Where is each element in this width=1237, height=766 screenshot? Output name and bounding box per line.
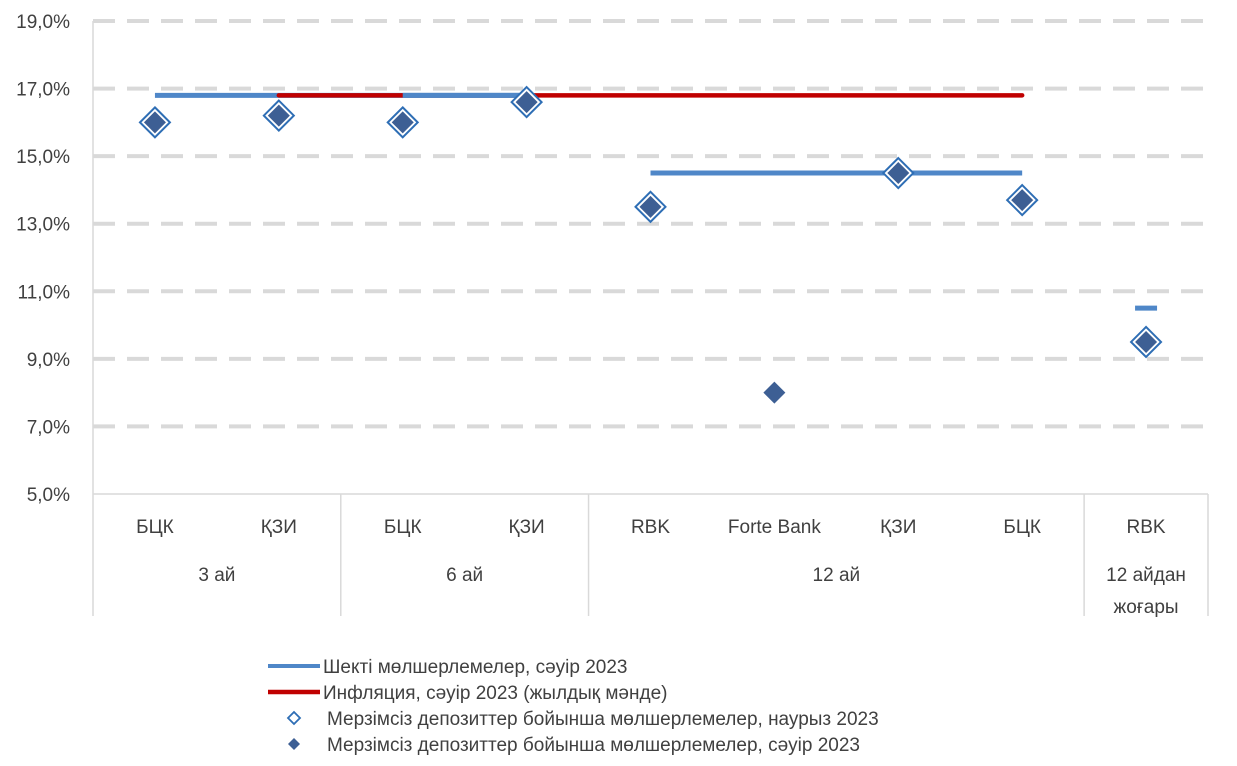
y-tick-label: 5,0%	[27, 485, 70, 506]
y-tick-label: 11,0%	[18, 282, 71, 303]
group-label: 6 ай	[446, 565, 483, 586]
y-axis: 5,0% 7,0% 9,0% 11,0% 13,0% 15,0% 17,0% 19,0%	[16, 12, 70, 506]
legend-label: Шекті мөлшерлемелер, сәуір 2023	[323, 657, 627, 678]
y-tick-label: 17,0%	[16, 80, 70, 101]
y-tick-label: 7,0%	[27, 417, 70, 438]
legend-label: Мерзімсіз депозиттер бойынша мөлшерлемел…	[327, 709, 879, 730]
legend-swatch-march	[286, 710, 302, 726]
april-rate-marker	[267, 104, 290, 127]
x-tick-label: RBK	[1127, 517, 1166, 538]
x-tick-label: ҚЗИ	[261, 517, 297, 538]
legend-swatch-april	[288, 738, 300, 750]
y-tick-label: 13,0%	[16, 215, 70, 236]
series-layer	[138, 85, 1163, 404]
april-rate-marker	[391, 111, 414, 134]
group-label: жоғары	[1114, 597, 1179, 618]
group-label: 12 айдан	[1106, 565, 1186, 586]
x-tick-label: ҚЗИ	[880, 517, 916, 538]
y-tick-label: 9,0%	[27, 350, 70, 371]
april-rate-marker	[639, 195, 662, 218]
y-tick-label: 15,0%	[16, 147, 70, 168]
april-rate-marker	[1135, 330, 1158, 353]
x-tick-label: Forte Bank	[728, 517, 821, 538]
april-rate-marker	[763, 381, 786, 404]
x-tick-label: БЦК	[1003, 517, 1041, 538]
april-rate-marker	[1011, 189, 1034, 212]
group-label: 3 ай	[198, 565, 235, 586]
x-tick-label: RBK	[631, 517, 670, 538]
april-rate-marker	[143, 111, 166, 134]
april-rate-marker	[887, 162, 910, 185]
x-tick-label: ҚЗИ	[509, 517, 545, 538]
legend: Шекті мөлшерлемелер, сәуір 2023 Инфляция,…	[268, 657, 879, 756]
x-tick-label: БЦК	[136, 517, 174, 538]
group-label: 12 ай	[813, 565, 861, 586]
legend-label: Мерзімсіз депозиттер бойынша мөлшерлемел…	[327, 735, 860, 756]
april-rate-marker	[515, 91, 538, 114]
gridlines	[93, 19, 1208, 429]
x-tick-label: БЦК	[384, 517, 422, 538]
x-axis: БЦК ҚЗИ БЦК ҚЗИ RBK Forte Bank ҚЗИ БЦК RBK 3 ай 6 …	[92, 21, 1209, 618]
legend-label: Инфляция, сәуір 2023 (жылдық мәнде)	[323, 683, 667, 704]
y-tick-label: 19,0%	[16, 12, 70, 33]
